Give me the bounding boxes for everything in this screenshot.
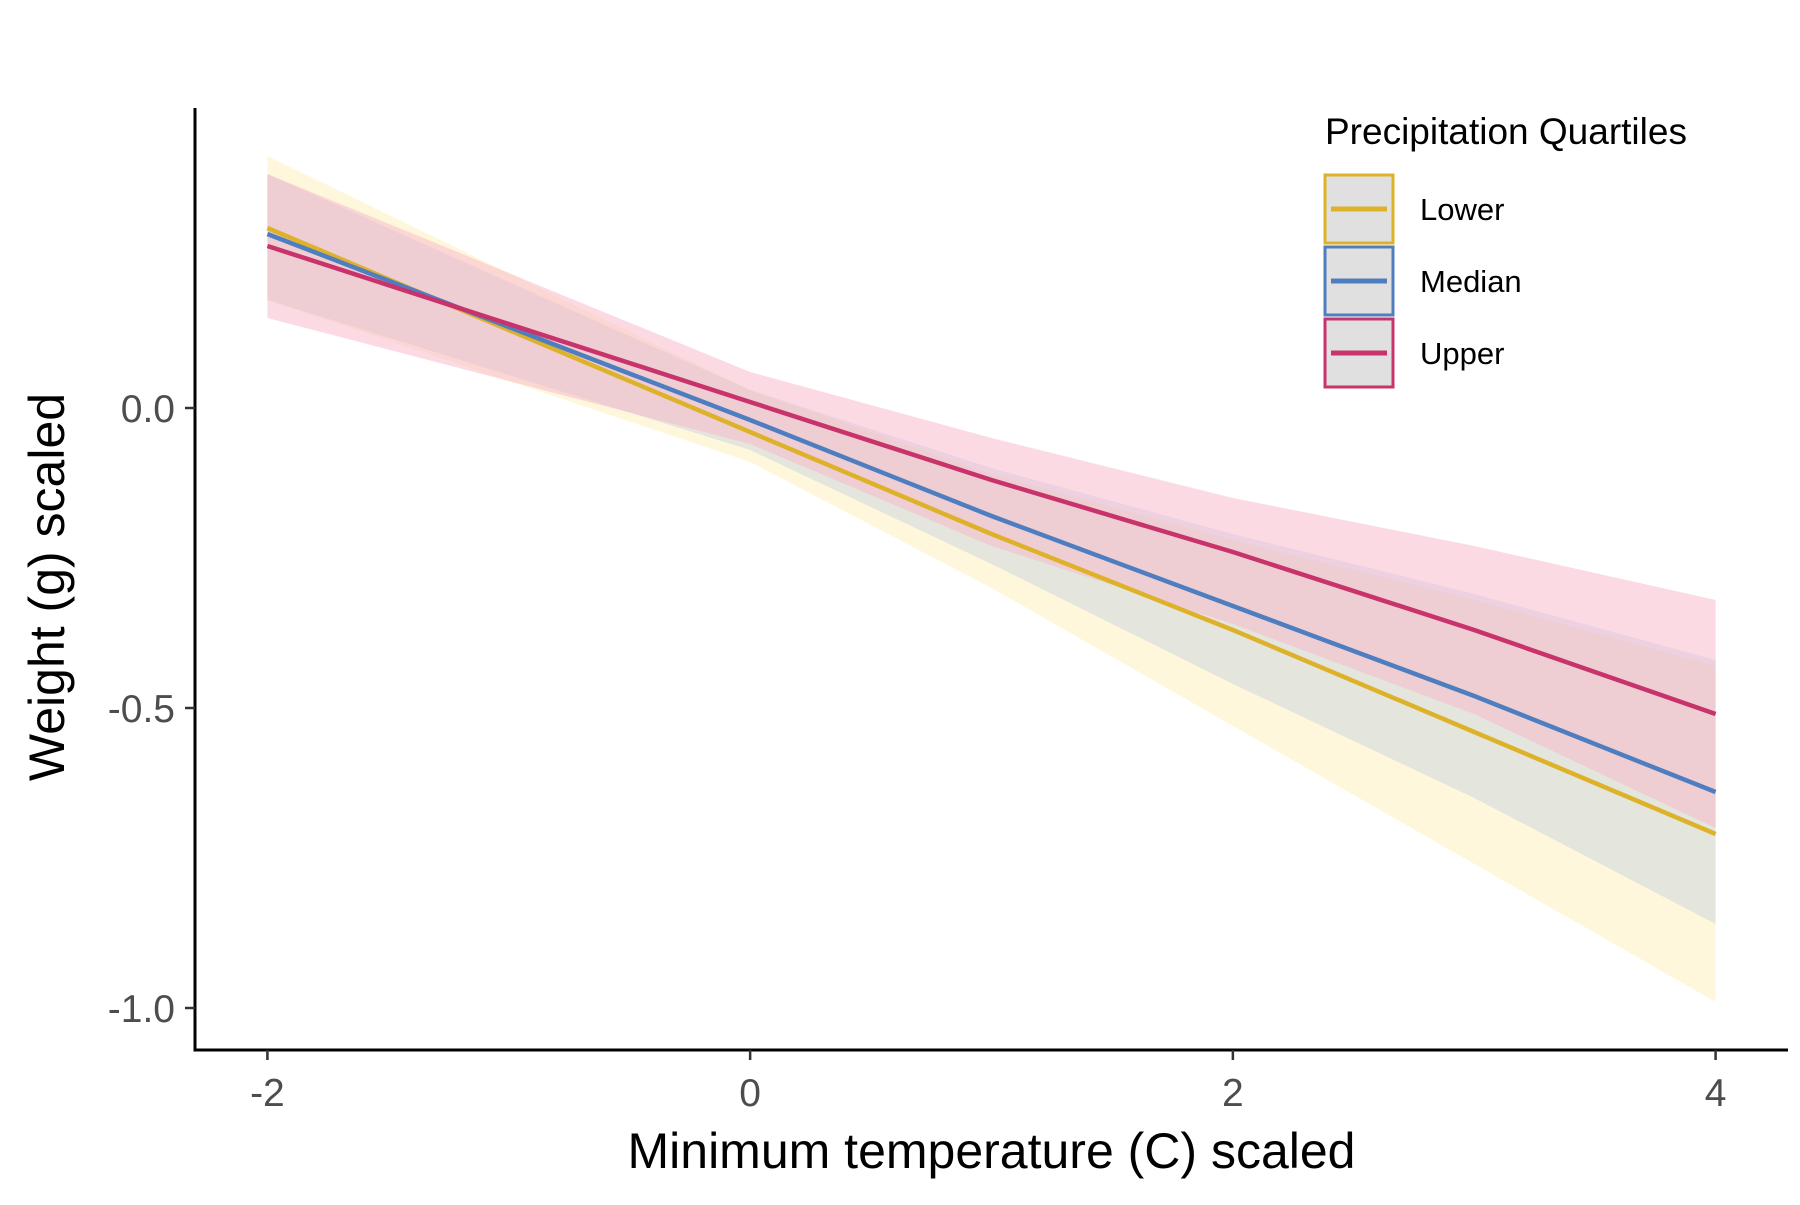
y-tick-label: -1.0 (108, 988, 175, 1031)
legend: Precipitation Quartiles Lower Median Upper (1323, 111, 1687, 389)
y-tick-label: -0.5 (108, 688, 175, 731)
legend-label: Median (1420, 264, 1522, 299)
legend-title: Precipitation Quartiles (1325, 111, 1687, 152)
legend-item-lower: Lower (1323, 173, 1504, 245)
trend-line-lower (266, 225, 1717, 837)
legend-label: Upper (1420, 336, 1504, 371)
trend-lines (266, 225, 1717, 837)
trend-line-upper (266, 243, 1717, 717)
x-tick-label: 0 (739, 1072, 761, 1115)
y-tick-label: 0.0 (121, 388, 175, 431)
axes: -2 0 2 4 0.0 -0.5 -1.0 Minimum temperature (C) … (19, 108, 1788, 1179)
legend-item-median: Median (1323, 245, 1522, 317)
x-tick-label: 4 (1705, 1072, 1727, 1115)
legend-item-upper: Upper (1323, 317, 1504, 389)
x-tick-label: -2 (250, 1072, 285, 1115)
legend-label: Lower (1420, 192, 1504, 227)
y-axis-title: Weight (g) scaled (19, 393, 75, 781)
trend-line-median (266, 231, 1717, 795)
x-tick-label: 2 (1222, 1072, 1244, 1115)
ribbon-upper (267, 174, 1716, 828)
x-axis-title: Minimum temperature (C) scaled (628, 1123, 1356, 1179)
